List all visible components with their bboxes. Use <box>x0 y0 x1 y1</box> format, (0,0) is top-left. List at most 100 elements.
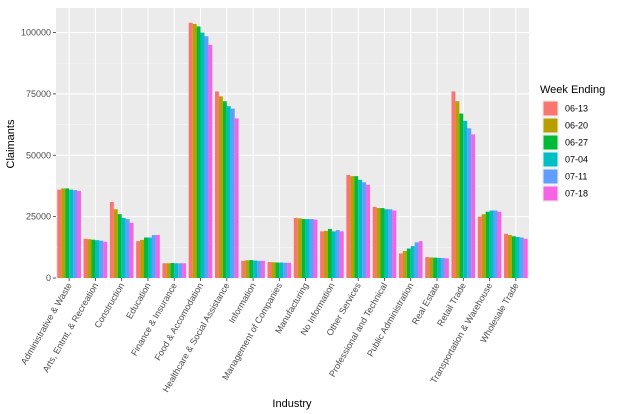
bar <box>372 206 377 278</box>
bar <box>301 219 306 278</box>
bar <box>69 189 74 278</box>
bar <box>61 188 66 278</box>
bar <box>313 219 318 278</box>
x-axis-title: Industry <box>272 398 312 410</box>
bar <box>144 237 148 278</box>
bar <box>354 176 359 278</box>
bar <box>410 246 415 278</box>
bar <box>523 238 528 278</box>
bar <box>402 251 407 278</box>
bar <box>324 230 328 278</box>
bar <box>398 253 403 278</box>
bar <box>362 182 367 278</box>
bar <box>245 260 250 278</box>
bar <box>477 216 482 278</box>
bar <box>200 32 205 278</box>
x-tick-label: Food & Accomodation <box>153 281 206 362</box>
y-axis-title: Claimants <box>5 119 17 168</box>
legend-label: 06-20 <box>565 121 588 131</box>
bar <box>166 263 171 278</box>
bar <box>504 233 508 278</box>
bar <box>95 240 100 278</box>
bar <box>320 231 325 278</box>
bar <box>293 217 298 278</box>
y-tick-label: 0 <box>46 273 51 283</box>
y-tick-label: 25000 <box>26 212 51 222</box>
legend-label: 07-04 <box>565 155 588 165</box>
y-tick-label: 75000 <box>26 89 51 99</box>
bar <box>358 179 363 278</box>
bar <box>87 239 92 278</box>
bar <box>196 26 201 278</box>
bar <box>230 108 235 278</box>
bar <box>515 237 520 278</box>
bar <box>174 263 179 278</box>
y-axis: 0 25000 50000 75000 100000 <box>21 28 56 283</box>
legend-swatch <box>543 186 558 201</box>
bar <box>366 184 371 278</box>
bar <box>455 101 460 279</box>
bar <box>451 91 456 278</box>
bar <box>162 263 167 278</box>
bar <box>335 230 340 278</box>
bar <box>327 228 332 278</box>
x-tick-label: Administrative & Waste <box>19 281 74 366</box>
bar <box>140 239 145 278</box>
panel-background <box>56 8 529 278</box>
bar <box>65 188 70 278</box>
bar <box>418 241 423 278</box>
bar <box>103 241 108 278</box>
bar <box>463 120 468 278</box>
bar <box>519 237 524 278</box>
bar <box>129 222 134 278</box>
bar <box>234 118 239 278</box>
bar <box>471 134 476 278</box>
bar <box>376 208 381 278</box>
bars <box>57 22 528 279</box>
bar <box>297 218 302 278</box>
legend: Week Ending 06-13 06-20 06-27 07-04 07-11 07-… <box>540 84 605 202</box>
bar <box>57 189 62 278</box>
bar <box>136 241 141 278</box>
bar <box>346 174 351 278</box>
bar <box>99 240 104 278</box>
bar <box>182 263 187 278</box>
bar <box>414 242 419 278</box>
bar <box>222 101 227 279</box>
bar <box>214 91 219 278</box>
bar <box>125 219 130 278</box>
bar <box>511 236 516 278</box>
bar <box>249 260 254 278</box>
bar <box>267 262 272 278</box>
bar <box>241 260 246 278</box>
bar <box>151 235 156 278</box>
bar <box>406 248 411 278</box>
bar <box>204 36 209 279</box>
bar <box>271 262 276 278</box>
x-tick-label: Public Administration <box>365 281 415 358</box>
bar <box>91 239 96 278</box>
bar <box>467 128 472 278</box>
bar <box>218 96 223 278</box>
bar <box>380 208 385 278</box>
bar <box>437 257 441 278</box>
bar <box>117 214 122 278</box>
legend-swatch <box>543 101 558 116</box>
bar <box>507 235 512 278</box>
y-tick-label: 50000 <box>26 150 51 160</box>
bar <box>339 231 344 278</box>
bar <box>444 258 449 278</box>
bar <box>192 23 197 279</box>
bar <box>425 257 430 278</box>
bar <box>275 262 280 278</box>
bar <box>384 209 389 278</box>
legend-label: 07-11 <box>565 172 587 182</box>
bar <box>155 235 160 278</box>
bar <box>481 214 486 278</box>
bar <box>305 219 310 278</box>
bar <box>489 210 494 278</box>
bar <box>83 238 88 278</box>
bar <box>497 211 502 278</box>
